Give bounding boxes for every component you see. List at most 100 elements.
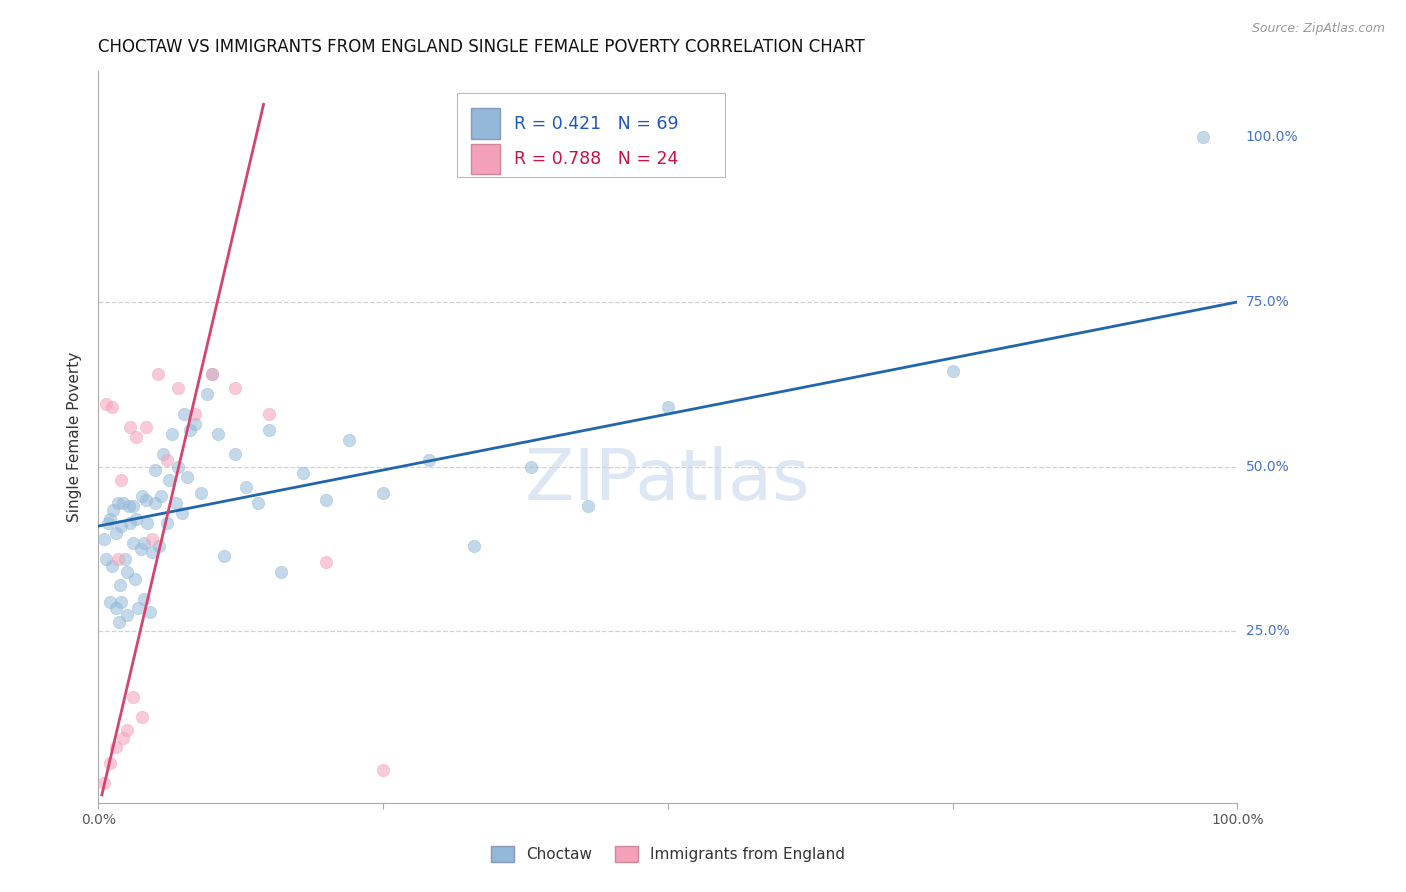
Point xyxy=(138,605,160,619)
Point xyxy=(184,407,207,421)
Point xyxy=(201,368,224,382)
Point xyxy=(224,446,246,460)
Point xyxy=(115,565,138,579)
Point xyxy=(246,496,269,510)
Point xyxy=(135,492,157,507)
Point xyxy=(110,519,132,533)
Point xyxy=(104,525,127,540)
Legend: Choctaw, Immigrants from England: Choctaw, Immigrants from England xyxy=(485,840,851,868)
Point xyxy=(150,489,173,503)
Point xyxy=(1192,130,1215,145)
Text: ZIPatlas: ZIPatlas xyxy=(524,447,811,516)
Point xyxy=(98,512,121,526)
Point xyxy=(118,500,141,514)
Point xyxy=(337,434,360,448)
Point xyxy=(195,387,218,401)
Point xyxy=(157,473,180,487)
Point xyxy=(120,420,142,434)
Point xyxy=(179,424,201,438)
Text: 100.0%: 100.0% xyxy=(1246,130,1298,145)
Point xyxy=(136,516,159,530)
Point xyxy=(259,407,281,421)
Point xyxy=(104,601,127,615)
Point xyxy=(132,535,155,549)
Point xyxy=(132,591,155,606)
FancyBboxPatch shape xyxy=(471,144,501,174)
Point xyxy=(270,565,292,579)
Point xyxy=(292,467,315,481)
Point xyxy=(418,453,440,467)
Point xyxy=(131,489,153,503)
Point xyxy=(103,502,125,516)
Point xyxy=(371,486,394,500)
Point xyxy=(141,545,163,559)
Text: R = 0.788   N = 24: R = 0.788 N = 24 xyxy=(515,150,679,168)
Point xyxy=(115,607,138,622)
Point xyxy=(141,533,163,547)
Point xyxy=(114,552,136,566)
Point xyxy=(145,496,167,510)
Point xyxy=(371,763,394,777)
Point xyxy=(110,473,132,487)
Point xyxy=(112,731,135,746)
Point xyxy=(259,424,281,438)
Point xyxy=(156,516,179,530)
Point xyxy=(190,486,212,500)
Point xyxy=(93,776,115,790)
Point xyxy=(120,516,142,530)
Text: 75.0%: 75.0% xyxy=(1246,295,1289,309)
Point xyxy=(124,572,146,586)
Point xyxy=(110,595,132,609)
Text: CHOCTAW VS IMMIGRANTS FROM ENGLAND SINGLE FEMALE POVERTY CORRELATION CHART: CHOCTAW VS IMMIGRANTS FROM ENGLAND SINGL… xyxy=(98,38,865,56)
Point xyxy=(167,381,190,395)
Point xyxy=(167,459,190,474)
Point xyxy=(463,539,485,553)
Point xyxy=(184,417,207,431)
Point xyxy=(942,364,965,378)
Point xyxy=(96,397,118,411)
Point xyxy=(121,690,143,705)
Point xyxy=(176,469,198,483)
Point xyxy=(576,500,599,514)
Point xyxy=(96,552,118,566)
Point xyxy=(162,426,184,441)
Point xyxy=(98,756,121,771)
FancyBboxPatch shape xyxy=(457,94,725,178)
Point xyxy=(107,496,129,510)
Point xyxy=(115,723,138,738)
Point xyxy=(107,552,129,566)
Point xyxy=(207,426,229,441)
Text: Source: ZipAtlas.com: Source: ZipAtlas.com xyxy=(1251,22,1385,36)
Point xyxy=(121,500,143,514)
Point xyxy=(135,420,157,434)
Point xyxy=(101,401,124,415)
Point xyxy=(131,710,153,724)
Point xyxy=(235,479,257,493)
Point xyxy=(108,578,131,592)
Point xyxy=(148,539,170,553)
Text: R = 0.421   N = 69: R = 0.421 N = 69 xyxy=(515,114,679,133)
Point xyxy=(98,595,121,609)
Point xyxy=(145,463,167,477)
Point xyxy=(212,549,235,563)
Point xyxy=(112,496,135,510)
Point xyxy=(224,381,246,395)
Point xyxy=(125,430,148,444)
Point xyxy=(127,601,149,615)
Point xyxy=(156,453,179,467)
Point xyxy=(93,533,115,547)
Text: 25.0%: 25.0% xyxy=(1246,624,1289,639)
Point xyxy=(165,496,187,510)
Point xyxy=(96,516,118,530)
Point xyxy=(315,555,337,569)
Point xyxy=(101,558,124,573)
Point xyxy=(173,407,195,421)
Point xyxy=(520,459,543,474)
Point xyxy=(315,492,337,507)
Point xyxy=(152,446,174,460)
Point xyxy=(108,615,131,629)
Point xyxy=(129,542,152,557)
Y-axis label: Single Female Poverty: Single Female Poverty xyxy=(67,352,83,522)
Point xyxy=(170,506,193,520)
Point xyxy=(201,368,224,382)
